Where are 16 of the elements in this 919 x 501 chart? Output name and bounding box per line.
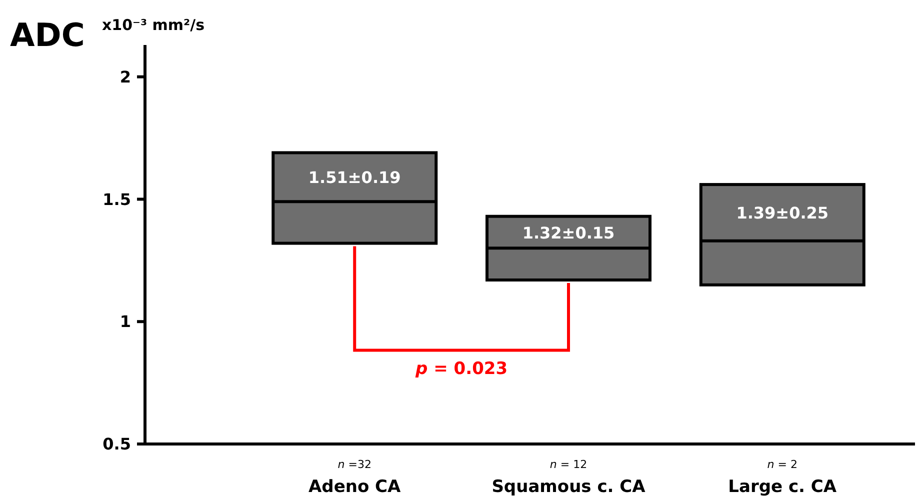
x-tick-label: Large c. CA <box>728 477 838 497</box>
annotation: 1.39±0.25 <box>736 204 829 223</box>
text: n =32 <box>338 458 372 471</box>
y-tick-label: 2 <box>120 67 131 86</box>
x-tick-label: Adeno CA <box>308 477 402 497</box>
y-tick-label: 1 <box>120 312 131 332</box>
y-axis-title: x10⁻³ mm²/s <box>102 16 205 34</box>
y-tick-label: 0.5 <box>102 434 131 454</box>
chart-title: ADC <box>10 16 85 54</box>
x-tick-label: Squamous c. CA <box>492 477 646 497</box>
annotation: p = 0.023 <box>414 359 508 380</box>
y-tick-label: 1.5 <box>102 190 131 209</box>
annotation: 1.32±0.15 <box>522 223 615 242</box>
text: n = 12 <box>550 458 588 471</box>
annotation: 1.51±0.19 <box>308 168 401 188</box>
text: n = 2 <box>767 458 798 471</box>
